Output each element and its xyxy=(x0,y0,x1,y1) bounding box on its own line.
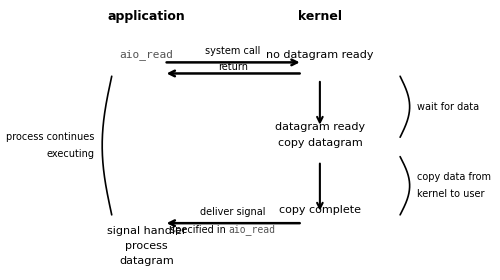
Text: wait for data: wait for data xyxy=(418,102,480,112)
Text: copy datagram: copy datagram xyxy=(278,138,362,148)
Text: copy complete: copy complete xyxy=(279,205,361,215)
Text: specified in: specified in xyxy=(170,225,229,235)
Text: kernel to user: kernel to user xyxy=(418,189,485,199)
Text: signal handler: signal handler xyxy=(106,226,186,236)
Text: copy data from: copy data from xyxy=(418,172,492,183)
Text: return: return xyxy=(218,62,248,72)
Text: process: process xyxy=(125,241,168,251)
Text: executing: executing xyxy=(46,149,94,159)
Text: aio_read: aio_read xyxy=(229,225,276,235)
Text: datagram: datagram xyxy=(119,256,174,267)
Text: kernel: kernel xyxy=(298,10,342,23)
Text: aio_read: aio_read xyxy=(120,49,174,60)
Text: no datagram ready: no datagram ready xyxy=(266,50,374,60)
Text: datagram ready: datagram ready xyxy=(275,122,365,132)
Text: process continues: process continues xyxy=(6,132,94,142)
Text: deliver signal: deliver signal xyxy=(200,207,266,217)
Text: application: application xyxy=(108,10,186,23)
Text: system call: system call xyxy=(206,46,261,56)
